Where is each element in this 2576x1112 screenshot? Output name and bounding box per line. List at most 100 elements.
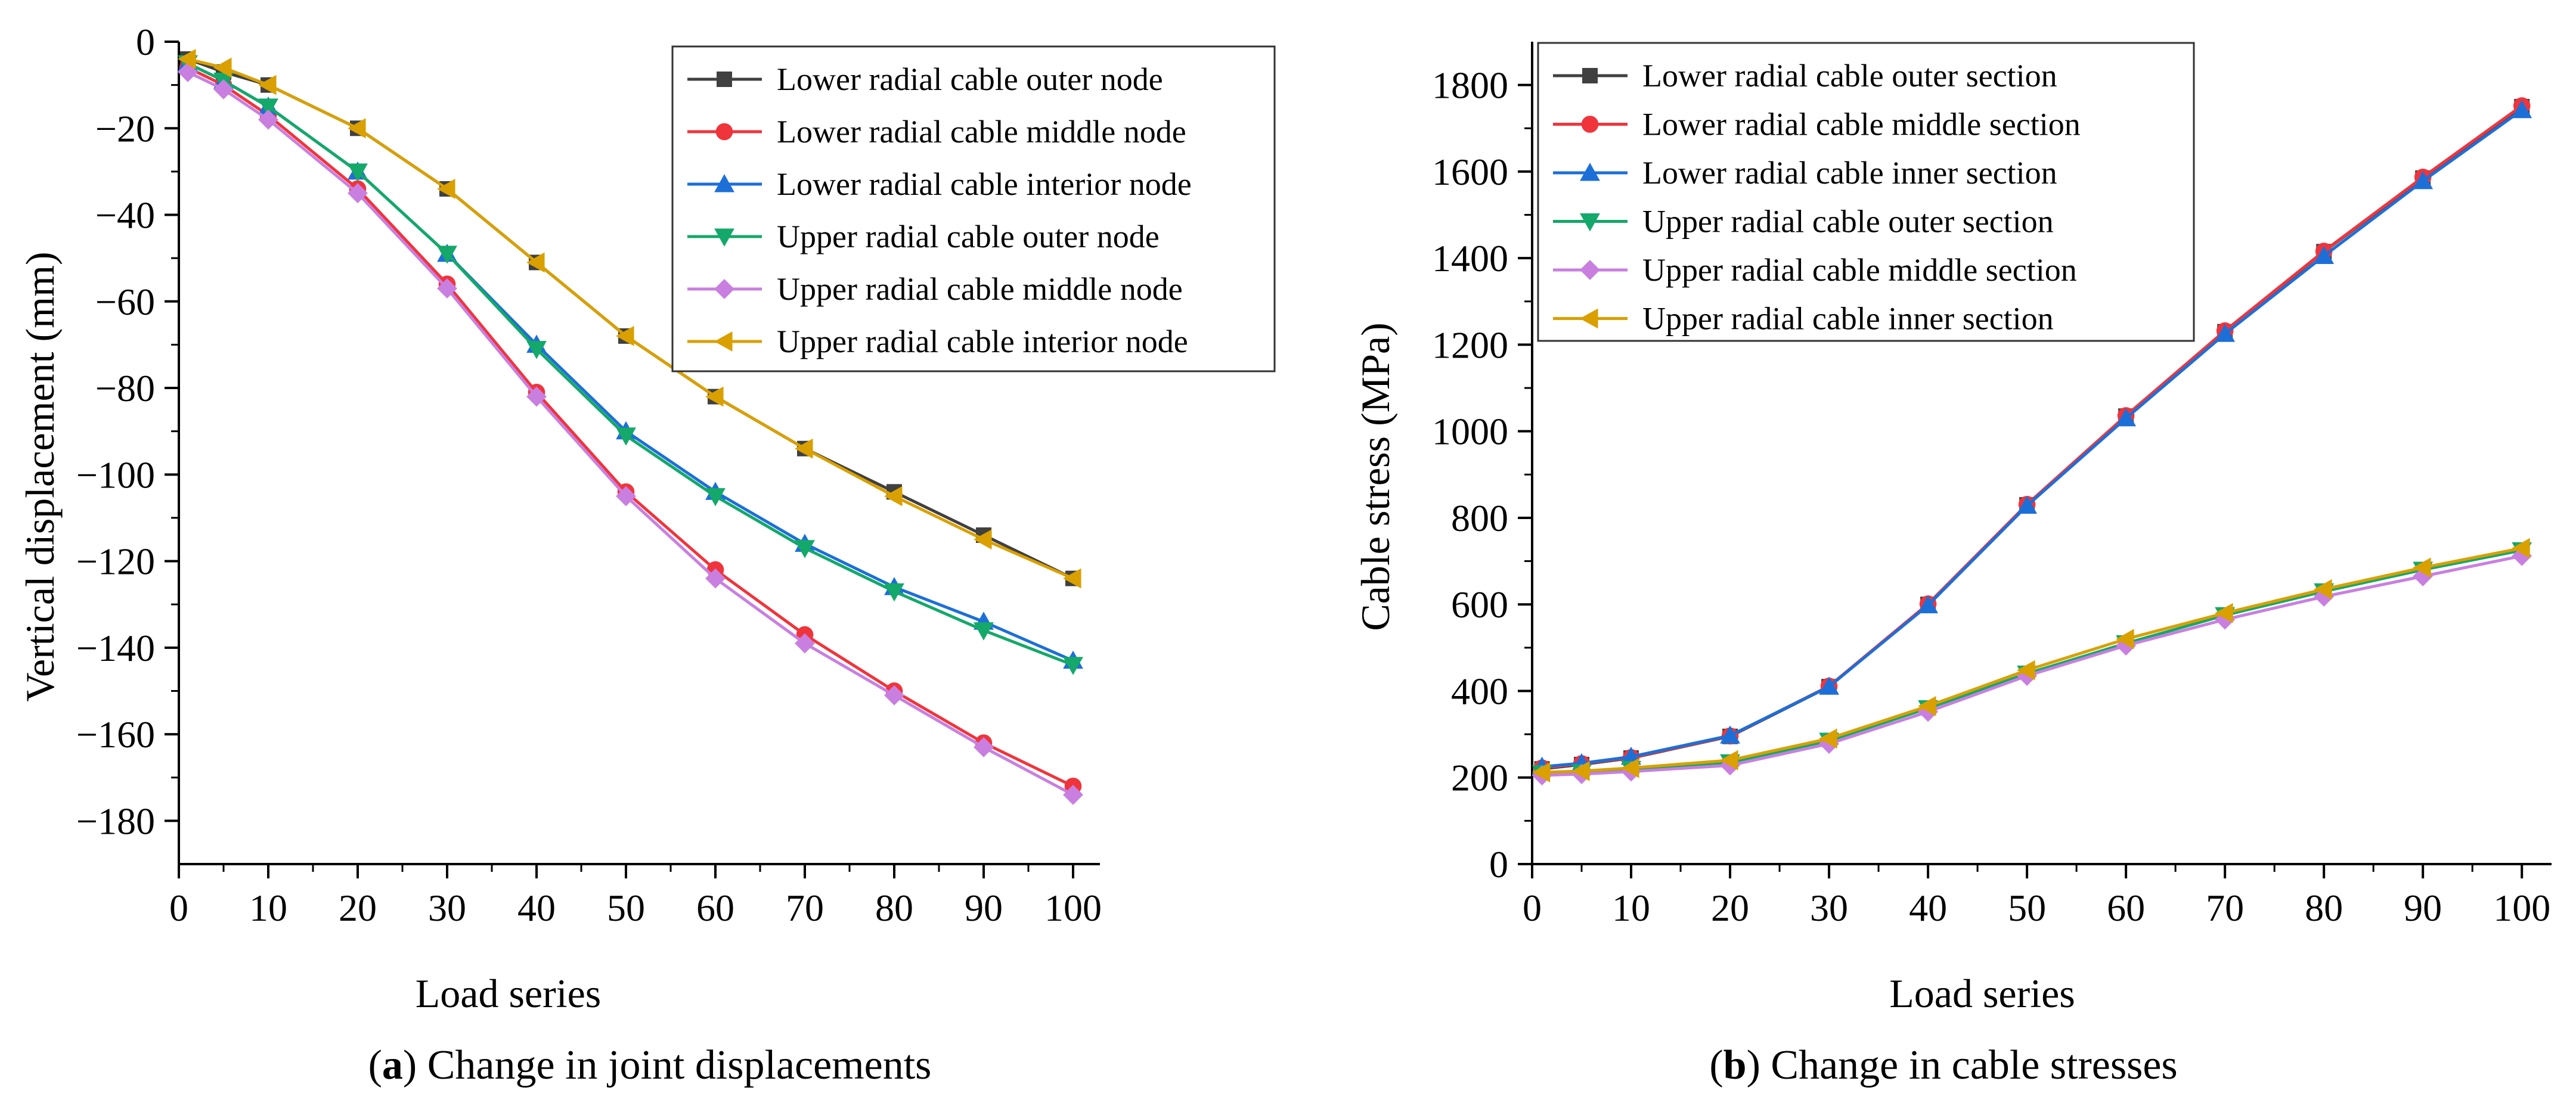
x-tick-label: 10 bbox=[1612, 887, 1650, 929]
series-line bbox=[187, 57, 1074, 580]
x-tick-label: 90 bbox=[2404, 887, 2442, 929]
y-tick-label: 600 bbox=[1451, 583, 1508, 626]
y-tick-label: 0 bbox=[1489, 843, 1508, 886]
legend-label: Upper radial cable middle node bbox=[777, 271, 1183, 307]
legend-marker bbox=[1582, 68, 1598, 83]
data-point bbox=[437, 278, 457, 299]
data-point bbox=[1532, 762, 1551, 782]
data-point bbox=[884, 486, 903, 507]
x-tick-label: 80 bbox=[875, 887, 913, 929]
data-point bbox=[526, 386, 547, 407]
caption-letter: b bbox=[1723, 1042, 1747, 1088]
x-tick-label: 50 bbox=[607, 887, 645, 929]
legend: Lower radial cable outer node Lower radia… bbox=[671, 45, 1276, 372]
x-tick-label: 30 bbox=[1810, 887, 1848, 929]
legend-item: Lower radial cable outer node bbox=[687, 61, 1163, 97]
y-tick-label: −80 bbox=[95, 367, 155, 409]
data-point bbox=[213, 57, 232, 78]
data-point bbox=[348, 163, 368, 182]
x-tick-label: 100 bbox=[1044, 887, 1102, 929]
data-point bbox=[2017, 666, 2037, 686]
legend-marker bbox=[714, 279, 734, 299]
legend-label: Upper radial cable outer node bbox=[777, 219, 1160, 254]
legend-item: Lower radial cable middle node bbox=[687, 114, 1186, 150]
data-point bbox=[2512, 100, 2532, 119]
data-point bbox=[705, 488, 726, 507]
data-point bbox=[2215, 324, 2236, 342]
data-point bbox=[526, 341, 547, 359]
y-tick-label: −20 bbox=[95, 107, 155, 150]
y-axis-title: Cable stress (MPa) bbox=[1353, 322, 1398, 630]
data-point bbox=[1918, 695, 1936, 716]
x-tick-label: 20 bbox=[339, 887, 377, 929]
legend-label: Upper radial cable middle section bbox=[1642, 252, 2077, 288]
data-point bbox=[795, 540, 815, 558]
data-point bbox=[437, 179, 455, 199]
series-4 bbox=[178, 55, 1083, 675]
x-tick-label: 0 bbox=[1523, 887, 1542, 929]
legend-item: Lower radial cable inner section bbox=[1553, 155, 2057, 191]
series-line bbox=[1542, 108, 2523, 769]
caption-open: ( bbox=[1709, 1042, 1723, 1088]
legend-label: Lower radial cable outer section bbox=[1642, 58, 2057, 94]
data-point bbox=[2017, 495, 2037, 514]
legend-item: Upper radial cable middle node bbox=[687, 271, 1183, 307]
legend-marker bbox=[1581, 116, 1599, 133]
legend-marker bbox=[1580, 163, 1600, 181]
x-tick-label: 90 bbox=[965, 887, 1003, 929]
data-point bbox=[213, 79, 234, 100]
legend-marker bbox=[714, 228, 734, 247]
y-tick-label: 0 bbox=[136, 21, 155, 63]
legend-label: Lower radial cable middle section bbox=[1642, 107, 2081, 142]
data-point bbox=[178, 61, 198, 82]
data-point bbox=[348, 183, 368, 204]
y-tick-label: −40 bbox=[95, 194, 155, 237]
data-point bbox=[2215, 602, 2233, 623]
legend-marker bbox=[715, 123, 733, 141]
legend: Lower radial cable outer section Lower ra… bbox=[1537, 42, 2195, 342]
y-tick-label: −160 bbox=[76, 713, 155, 756]
legend-item: Lower radial cable middle section bbox=[1553, 107, 2081, 142]
legend-label: Upper radial cable interior node bbox=[777, 324, 1188, 359]
data-point bbox=[795, 438, 813, 459]
data-point bbox=[1621, 757, 1639, 778]
data-point bbox=[1571, 760, 1590, 781]
chart-caption: (a) Change in joint displacements bbox=[368, 1042, 932, 1088]
data-point bbox=[2413, 170, 2434, 190]
data-point bbox=[1720, 750, 1738, 771]
chart-b-cable-stresses: 0 10 20 30 40 50 60 70 80 90 100020040060080010001… bbox=[1353, 42, 2552, 1088]
data-point bbox=[258, 109, 278, 130]
data-point bbox=[1819, 676, 1839, 695]
y-tick-label: 400 bbox=[1451, 670, 1508, 712]
caption-letter: a bbox=[382, 1042, 403, 1088]
x-tick-label: 80 bbox=[2305, 887, 2343, 929]
data-point bbox=[258, 74, 277, 95]
legend-marker bbox=[1580, 213, 1600, 232]
data-point bbox=[2116, 408, 2137, 427]
x-axis-title: Load series bbox=[416, 971, 602, 1016]
legend-marker bbox=[714, 174, 734, 192]
legend-label: Lower radial cable outer node bbox=[777, 61, 1163, 97]
caption-open: ( bbox=[368, 1042, 382, 1088]
legend-item: Upper radial cable outer node bbox=[687, 219, 1160, 254]
data-point bbox=[616, 486, 636, 507]
data-point bbox=[795, 633, 815, 654]
legend-marker bbox=[717, 72, 732, 87]
legend-item: Upper radial cable outer section bbox=[1553, 204, 2054, 240]
y-tick-label: −100 bbox=[76, 454, 155, 496]
series-line bbox=[187, 70, 1074, 796]
caption-text: ) Change in joint displacements bbox=[403, 1042, 931, 1088]
legend-label: Upper radial cable outer section bbox=[1642, 204, 2054, 240]
legend-marker bbox=[1580, 260, 1600, 280]
data-point bbox=[2413, 557, 2431, 578]
x-tick-label: 30 bbox=[428, 887, 466, 929]
data-point bbox=[258, 98, 278, 117]
data-point bbox=[616, 325, 634, 346]
data-point bbox=[526, 252, 545, 273]
y-tick-label: −60 bbox=[95, 281, 155, 323]
data-point bbox=[2116, 635, 2137, 656]
data-point bbox=[616, 427, 636, 446]
legend-marker bbox=[1580, 308, 1598, 329]
legend-marker bbox=[714, 331, 733, 352]
data-point bbox=[1819, 728, 1837, 749]
